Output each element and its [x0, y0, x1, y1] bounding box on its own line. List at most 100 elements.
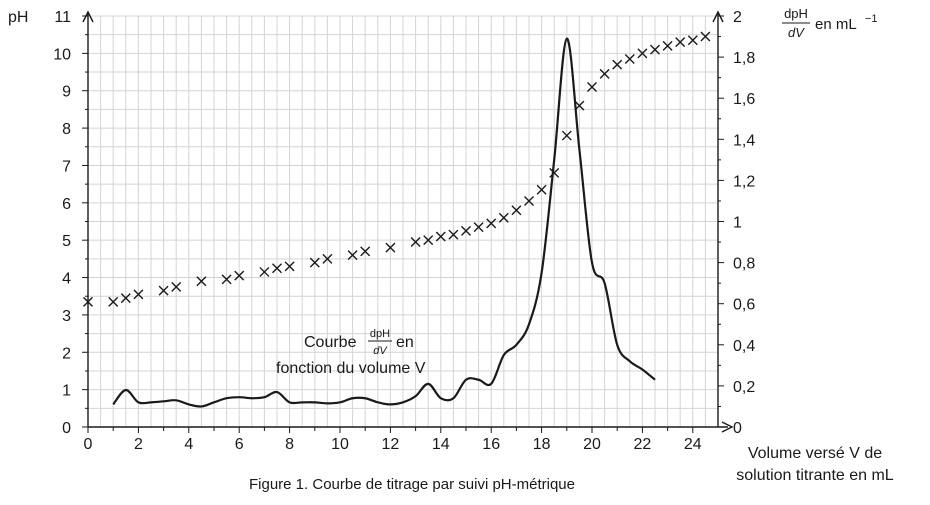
y-left-tick-label: 8: [62, 121, 71, 138]
ph-data-point: [284, 261, 295, 272]
y-left-axis-arrow: [82, 10, 94, 23]
figure-caption: Figure 1. Courbe de titrage par suivi pH…: [249, 476, 575, 493]
ph-data-point: [309, 257, 320, 268]
y-left-tick-label: 5: [62, 233, 71, 250]
ph-data-point: [410, 237, 421, 248]
ph-data-point: [536, 184, 547, 195]
ph-data-point: [461, 225, 471, 236]
ph-data-point: [524, 195, 534, 206]
curve-annotation: Courbe dpH dV en fonction du volume V: [276, 328, 426, 377]
ph-data-point: [561, 130, 572, 141]
annotation-after: en: [396, 334, 414, 351]
x-tick-label: 4: [184, 436, 193, 453]
ph-data-point: [158, 285, 169, 296]
y-right-tick-label: 1,2: [733, 173, 755, 190]
y-left-axis-label: pH: [8, 9, 28, 26]
ph-data-point: [435, 231, 446, 242]
ph-data-point: [687, 35, 698, 46]
y-left-tick-label: 11: [54, 9, 71, 26]
x-tick-label: 10: [331, 436, 349, 453]
annotation-denominator: dV: [373, 345, 388, 357]
y-right-tick-label: 1,6: [733, 91, 755, 108]
x-axis-label-line1: Volume versé V de: [748, 445, 882, 462]
y-left-tick-label: 2: [62, 345, 71, 362]
ph-data-point: [221, 274, 232, 285]
ph-data-point: [662, 40, 673, 51]
y-right-tick-label: 0,8: [733, 256, 755, 273]
x-tick-label: 12: [382, 436, 400, 453]
ph-data-point: [498, 212, 509, 223]
ph-data-point: [83, 296, 93, 307]
y-left-tick-label: 7: [62, 158, 71, 175]
derivative-curve: [112, 37, 656, 408]
ph-data-point: [549, 167, 560, 178]
ph-data-point: [587, 81, 597, 92]
ph-data-point: [650, 44, 660, 55]
ph-data-point: [448, 229, 459, 240]
ph-data-point: [171, 281, 182, 292]
axes: [82, 10, 734, 433]
y-left-tick-label: 9: [62, 84, 71, 101]
y-right-axis-label: dpH dV en mL −1: [782, 6, 878, 40]
y-right-tick-label: 2: [733, 9, 742, 26]
y-left-tick-label: 1: [62, 383, 71, 400]
y-right-tick-label: 1: [733, 215, 742, 232]
x-tick-label: 24: [684, 436, 702, 453]
x-tick-label: 14: [432, 436, 450, 453]
x-tick-label: 6: [235, 436, 244, 453]
series: [83, 31, 711, 408]
ph-data-point: [385, 242, 396, 253]
y-right-axis-arrow: [712, 10, 724, 23]
y-right-tick-label: 0,4: [733, 338, 755, 355]
y-right-tick-label: 1,8: [733, 50, 755, 67]
x-tick-label: 2: [134, 436, 143, 453]
ph-data-point: [322, 253, 333, 264]
x-axis-arrow: [721, 421, 734, 433]
x-tick-label: 22: [634, 436, 652, 453]
ph-data-point: [272, 263, 282, 274]
annotation-numerator: dpH: [370, 328, 390, 340]
x-tick-label: 8: [285, 436, 294, 453]
grid: [88, 15, 719, 427]
ph-data-point: [612, 59, 623, 70]
ph-data-point: [423, 235, 434, 246]
annotation-line2: fonction du volume V: [276, 360, 426, 377]
ph-data-point: [675, 37, 686, 48]
tick-labels: 0 2 4 6 8 10 12 14 16 18 20 22 240123456789101100,20…: [53, 9, 755, 453]
y-right-label-denominator: dV: [788, 25, 805, 40]
y-right-tick-label: 0: [733, 420, 742, 437]
ph-data-point: [120, 293, 131, 304]
ph-data-point: [347, 250, 358, 261]
ph-data-point: [473, 222, 484, 233]
ph-data-point: [133, 289, 144, 300]
y-right-tick-label: 0,2: [733, 379, 755, 396]
ph-data-point: [360, 246, 371, 257]
y-right-label-exponent: −1: [865, 13, 878, 25]
ph-data-point: [196, 276, 207, 287]
y-right-tick-label: 0,6: [733, 297, 755, 314]
ph-data-point: [486, 218, 497, 229]
ph-data-point: [624, 53, 635, 64]
y-right-tick-label: 1,4: [733, 132, 755, 149]
ph-data-point: [700, 31, 711, 42]
y-left-tick-label: 0: [62, 420, 71, 437]
y-left-tick-label: 10: [53, 46, 71, 63]
x-tick-label: 20: [583, 436, 601, 453]
ph-data-point: [259, 266, 270, 277]
ph-data-point: [599, 68, 610, 79]
x-axis-label-line2: solution titrante en mL: [736, 467, 894, 484]
y-left-tick-label: 4: [62, 271, 71, 288]
ph-data-point: [511, 205, 522, 216]
x-tick-label: 16: [482, 436, 500, 453]
annotation-word: Courbe: [304, 334, 357, 351]
y-right-label-numerator: dpH: [784, 6, 808, 21]
ph-data-point: [234, 270, 245, 281]
x-tick-label: 0: [84, 436, 93, 453]
y-left-tick-label: 3: [62, 308, 71, 325]
ph-data-point: [108, 296, 119, 307]
y-right-label-unit: en mL: [815, 16, 857, 33]
x-tick-label: 18: [533, 436, 551, 453]
ph-data-point: [637, 48, 648, 59]
y-left-tick-label: 6: [62, 196, 71, 213]
